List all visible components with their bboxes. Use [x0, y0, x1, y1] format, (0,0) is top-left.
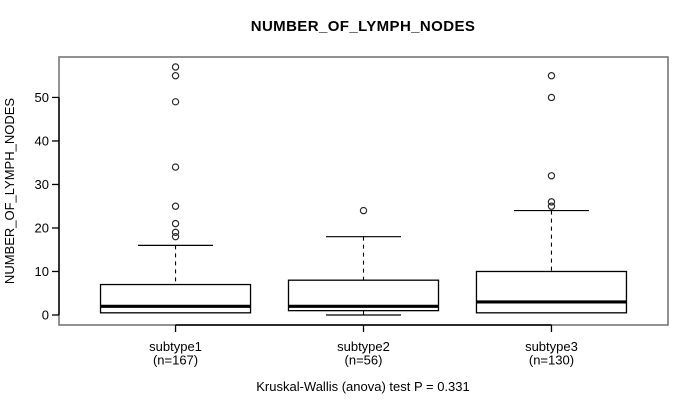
iqr-box	[475, 270, 628, 314]
group-n-label: (n=167)	[153, 353, 198, 368]
outlier-point	[547, 93, 556, 102]
group-label: subtype1	[149, 339, 202, 354]
plot-area: 0 10 20 30 40 50 subtype1(n=167) subtype2(n=56)…	[35, 56, 669, 368]
outlier-point	[547, 172, 556, 180]
outlier-point	[547, 198, 556, 206]
group-label: subtype2	[337, 339, 390, 354]
outlier-point	[171, 72, 180, 80]
outlier-point	[171, 228, 180, 237]
y-axis-label: NUMBER_OF_LYMPH_NODES	[2, 98, 17, 284]
chart-title: NUMBER_OF_LYMPH_NODES	[251, 18, 476, 35]
y-tick-label: 10	[35, 264, 49, 279]
outlier-point	[171, 98, 180, 106]
outlier-point	[171, 232, 180, 241]
y-tick-label: 50	[35, 90, 49, 105]
outlier-point	[171, 202, 180, 210]
iqr-box	[99, 283, 252, 314]
y-tick-label: 40	[35, 133, 49, 148]
outlier-point	[171, 163, 180, 171]
group-n-label: (n=56)	[345, 353, 383, 368]
outlier-point	[171, 219, 180, 228]
chart-caption: Kruskal-Wallis (anova) test P = 0.331	[256, 379, 470, 394]
y-tick-label: 20	[35, 220, 49, 235]
outlier-point	[171, 63, 180, 71]
y-tick-label: 30	[35, 177, 49, 192]
y-tick-label: 0	[42, 307, 49, 322]
group-n-label: (n=130)	[529, 353, 574, 368]
outlier-point	[547, 72, 556, 80]
group-label: subtype3	[525, 339, 578, 354]
outlier-point	[359, 206, 368, 215]
outlier-point	[547, 202, 556, 210]
